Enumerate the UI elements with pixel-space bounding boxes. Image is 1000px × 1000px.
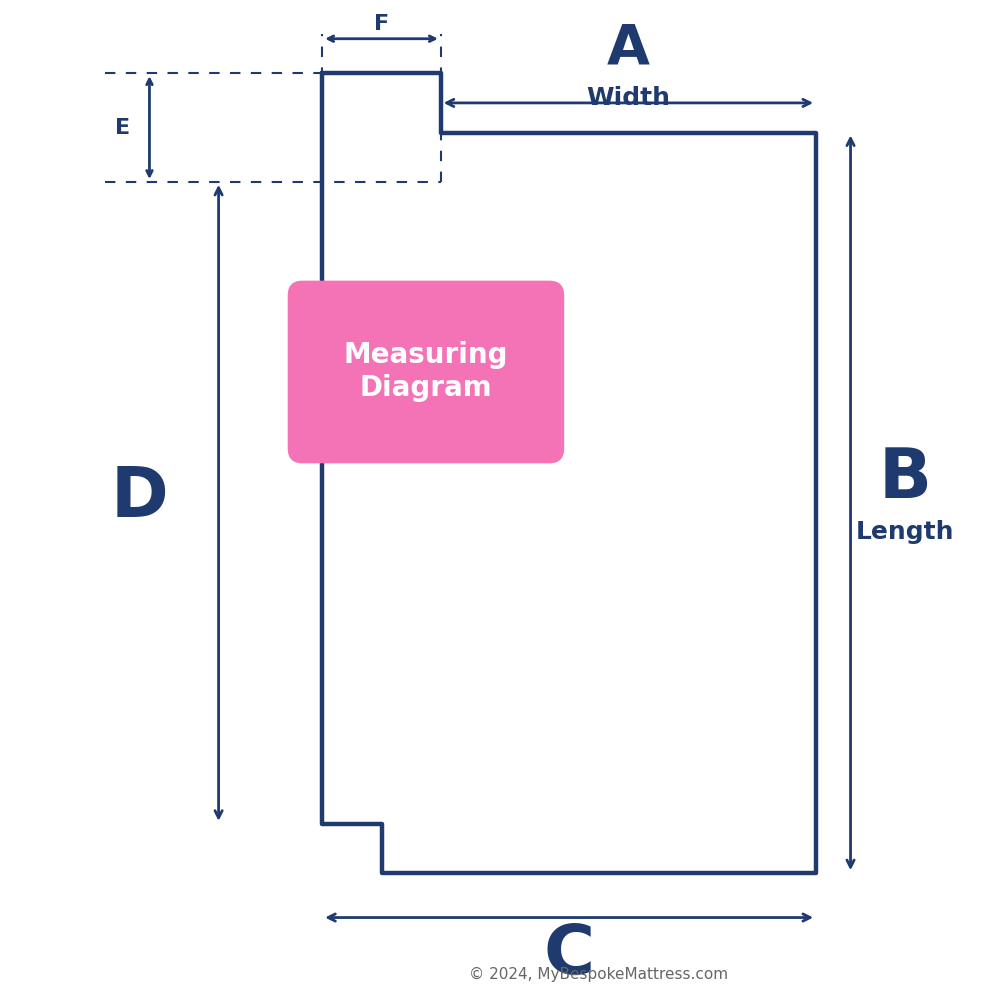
Text: C: C	[544, 921, 595, 988]
Text: B: B	[878, 445, 931, 512]
Text: Width: Width	[586, 86, 670, 110]
FancyBboxPatch shape	[288, 281, 564, 463]
Text: A: A	[607, 22, 650, 76]
Text: F: F	[374, 14, 389, 34]
Text: Measuring
Diagram: Measuring Diagram	[344, 341, 508, 402]
Text: © 2024, MyBespokeMattress.com: © 2024, MyBespokeMattress.com	[469, 967, 728, 982]
Text: D: D	[111, 464, 168, 531]
Text: E: E	[115, 118, 130, 138]
Text: Length: Length	[856, 520, 954, 544]
